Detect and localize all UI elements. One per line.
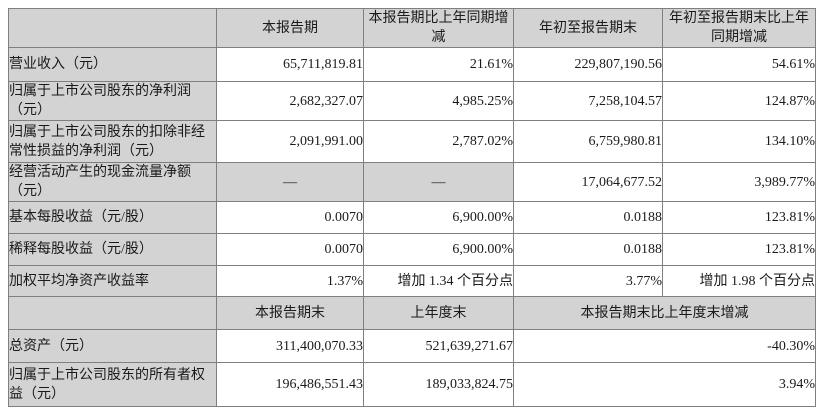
value-current-period: 2,682,327.07 <box>216 81 364 121</box>
value-end-of-period: 311,400,070.33 <box>216 329 364 363</box>
header-end-of-period: 本报告期末 <box>216 296 364 330</box>
value-current-period: 0.0070 <box>216 233 364 266</box>
header-ytd-yoy-change: 年初至报告期末比上年同期增减 <box>662 8 816 48</box>
value-yoy-change-na: — <box>363 162 514 202</box>
row-label: 归属于上市公司股东的扣除非经常性损益的净利润（元） <box>8 120 217 163</box>
value-change: -40.30% <box>513 329 816 363</box>
value-yoy-change: 4,985.25% <box>363 81 514 121</box>
table-row-operating-revenue: 营业收入（元） 65,711,819.81 21.61% 229,807,190… <box>8 47 816 82</box>
value-ytd: 7,258,104.57 <box>513 81 663 121</box>
value-ytd-yoy-change: 3,989.77% <box>662 162 816 202</box>
value-yoy-change: 2,787.02% <box>363 120 514 163</box>
value-change: 3.94% <box>513 362 816 407</box>
value-end-of-period: 196,486,551.43 <box>216 362 364 407</box>
table-row-net-profit-excl-nonrecurring: 归属于上市公司股东的扣除非经常性损益的净利润（元） 2,091,991.00 2… <box>8 120 816 163</box>
row-label: 经营活动产生的现金流量净额（元） <box>8 162 217 202</box>
value-yoy-change: 增加 1.34 个百分点 <box>363 265 514 297</box>
header-current-period: 本报告期 <box>216 8 364 48</box>
row-label: 营业收入（元） <box>8 47 217 82</box>
header-row-balance: 本报告期末 上年度末 本报告期末比上年度末增减 <box>8 296 816 330</box>
value-ytd: 229,807,190.56 <box>513 47 663 82</box>
header-yoy-change: 本报告期比上年同期增减 <box>363 8 514 48</box>
table-row-basic-eps: 基本每股收益（元/股） 0.0070 6,900.00% 0.0188 123.… <box>8 201 816 234</box>
value-yoy-change: 6,900.00% <box>363 201 514 234</box>
header-ytd: 年初至报告期末 <box>513 8 663 48</box>
header-prior-year-end: 上年度末 <box>363 296 514 330</box>
row-label: 总资产（元） <box>8 329 217 363</box>
value-ytd-yoy-change: 54.61% <box>662 47 816 82</box>
table-row-diluted-eps: 稀释每股收益（元/股） 0.0070 6,900.00% 0.0188 123.… <box>8 233 816 266</box>
row-label: 归属于上市公司股东的净利润（元） <box>8 81 217 121</box>
row-label: 稀释每股收益（元/股） <box>8 233 217 266</box>
value-ytd-yoy-change: 123.81% <box>662 233 816 266</box>
value-ytd: 0.0188 <box>513 201 663 234</box>
value-current-period-na: — <box>216 162 364 202</box>
header-corner-blank <box>8 8 217 48</box>
header-end-vs-prior-year: 本报告期末比上年度末增减 <box>513 296 816 330</box>
financial-summary-table: 本报告期 本报告期比上年同期增减 年初至报告期末 年初至报告期末比上年同期增减 … <box>8 8 816 407</box>
row-label: 加权平均净资产收益率 <box>8 265 217 297</box>
value-ytd-yoy-change: 134.10% <box>662 120 816 163</box>
table-row-total-assets: 总资产（元） 311,400,070.33 521,639,271.67 -40… <box>8 329 816 363</box>
value-current-period: 1.37% <box>216 265 364 297</box>
row-label: 基本每股收益（元/股） <box>8 201 217 234</box>
header-corner-blank-2 <box>8 296 217 330</box>
value-prior-year-end: 521,639,271.67 <box>363 329 514 363</box>
value-ytd-yoy-change: 增加 1.98 个百分点 <box>662 265 816 297</box>
header-row-period: 本报告期 本报告期比上年同期增减 年初至报告期末 年初至报告期末比上年同期增减 <box>8 8 816 48</box>
table-row-shareholders-equity: 归属于上市公司股东的所有者权益（元） 196,486,551.43 189,03… <box>8 362 816 407</box>
value-ytd-yoy-change: 124.87% <box>662 81 816 121</box>
value-current-period: 0.0070 <box>216 201 364 234</box>
value-yoy-change: 21.61% <box>363 47 514 82</box>
value-current-period: 2,091,991.00 <box>216 120 364 163</box>
table-row-operating-cash-flow: 经营活动产生的现金流量净额（元） — — 17,064,677.52 3,989… <box>8 162 816 202</box>
value-yoy-change: 6,900.00% <box>363 233 514 266</box>
value-ytd: 6,759,980.81 <box>513 120 663 163</box>
value-ytd-yoy-change: 123.81% <box>662 201 816 234</box>
table-row-net-profit: 归属于上市公司股东的净利润（元） 2,682,327.07 4,985.25% … <box>8 81 816 121</box>
value-current-period: 65,711,819.81 <box>216 47 364 82</box>
value-ytd: 3.77% <box>513 265 663 297</box>
value-ytd: 17,064,677.52 <box>513 162 663 202</box>
row-label: 归属于上市公司股东的所有者权益（元） <box>8 362 217 407</box>
table-row-weighted-avg-roe: 加权平均净资产收益率 1.37% 增加 1.34 个百分点 3.77% 增加 1… <box>8 265 816 297</box>
value-ytd: 0.0188 <box>513 233 663 266</box>
value-prior-year-end: 189,033,824.75 <box>363 362 514 407</box>
